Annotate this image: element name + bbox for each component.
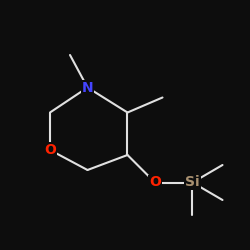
Text: Si: Si: [185, 176, 200, 190]
Text: N: N: [82, 80, 93, 94]
Text: O: O: [149, 176, 161, 190]
Text: O: O: [44, 143, 56, 157]
